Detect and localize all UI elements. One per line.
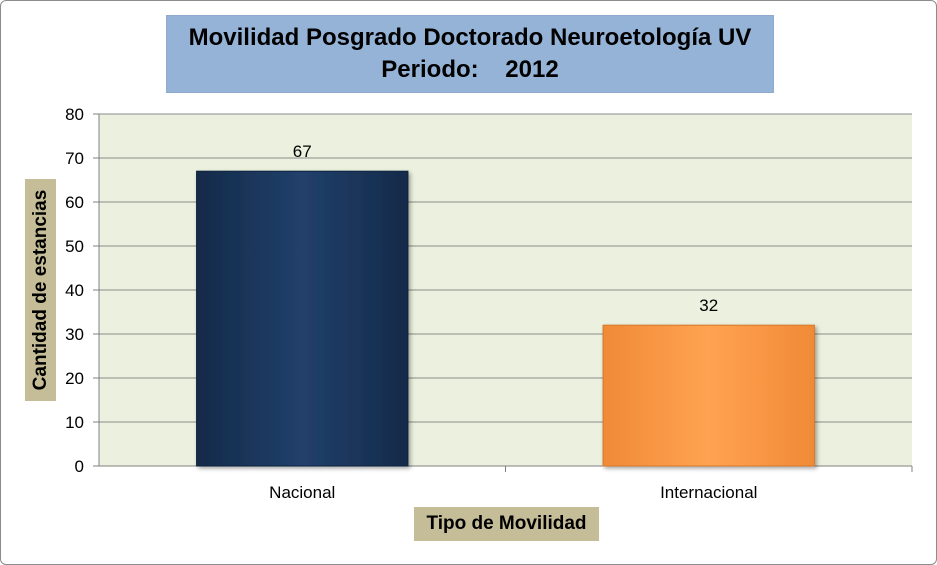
category-label-internacional: Internacional — [660, 483, 757, 502]
data-label-nacional: 67 — [293, 142, 312, 161]
category-label-nacional: Nacional — [269, 483, 335, 502]
y-tick-label-20: 20 — [65, 369, 84, 388]
y-axis-title: Cantidad de estancias — [25, 179, 56, 401]
chart-title-box: Movilidad Posgrado Doctorado Neuroetolog… — [166, 15, 774, 93]
y-tick-label-40: 40 — [65, 281, 84, 300]
y-tick-label-60: 60 — [65, 193, 84, 212]
y-tick-label-50: 50 — [65, 237, 84, 256]
y-tick-label-70: 70 — [65, 149, 84, 168]
bar-nacional — [196, 170, 409, 467]
y-tick-label-80: 80 — [65, 105, 84, 124]
data-label-internacional: 32 — [699, 296, 718, 315]
x-axis-title: Tipo de Movilidad — [414, 507, 599, 541]
y-tick-label-30: 30 — [65, 325, 84, 344]
chart-subtitle: Periodo: 2012 — [381, 56, 559, 83]
labels: 0 10 20 30 40 50 60 70 80 67 Nacional 32 Internacion… — [65, 105, 757, 502]
bars — [196, 170, 815, 467]
chart-title: Movilidad Posgrado Doctorado Neuroetolog… — [188, 24, 752, 51]
bar-internacional — [602, 324, 815, 467]
y-tick-label-10: 10 — [65, 413, 84, 432]
y-tick-label-0: 0 — [75, 457, 84, 476]
